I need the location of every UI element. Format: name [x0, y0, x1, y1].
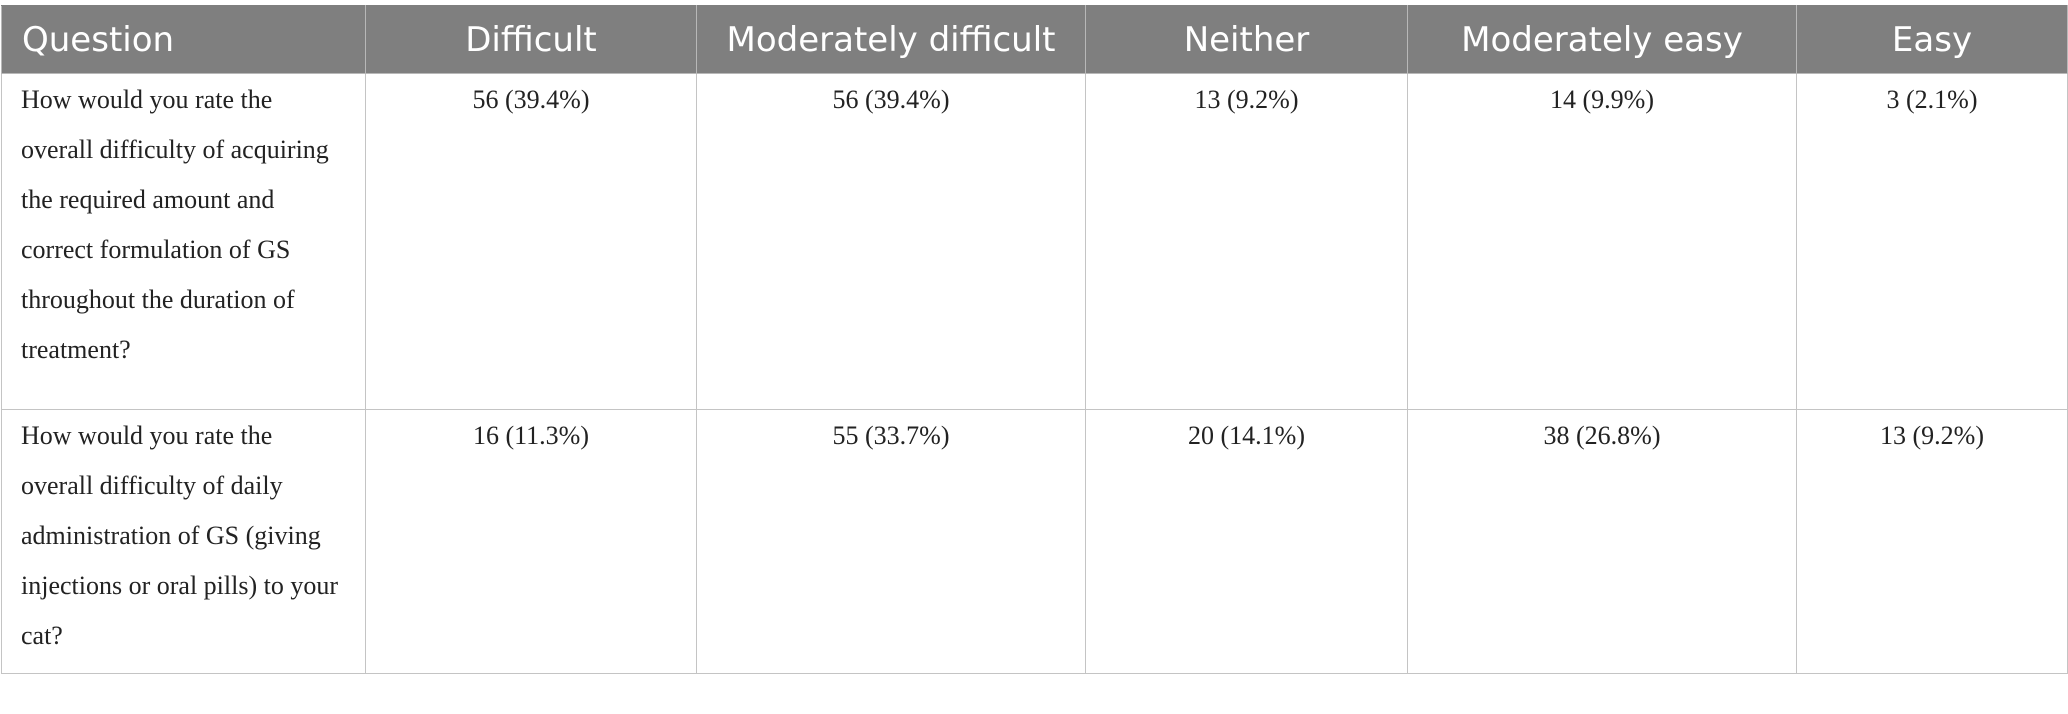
- header-moderately-difficult: Moderately difficult: [696, 5, 1086, 74]
- moderately-difficult-cell: 55 (33.7%): [696, 409, 1086, 674]
- table-row: How would you rate the overall difficult…: [1, 73, 2068, 410]
- difficult-value: 56 (39.4%): [472, 85, 590, 114]
- difficult-cell: 56 (39.4%): [365, 73, 697, 410]
- moderately-easy-value: 38 (26.8%): [1543, 421, 1661, 450]
- moderately-easy-cell: 38 (26.8%): [1407, 409, 1797, 674]
- moderately-easy-value: 14 (9.9%): [1550, 85, 1654, 114]
- table-row: How would you rate the overall difficult…: [1, 409, 2068, 674]
- header-easy: Easy: [1796, 5, 2068, 74]
- question-cell: How would you rate the overall difficult…: [1, 73, 366, 410]
- table-header-row: Question Difficult Moderately difficult …: [1, 5, 2068, 74]
- moderately-difficult-value: 55 (33.7%): [832, 421, 950, 450]
- easy-value: 13 (9.2%): [1880, 421, 1984, 450]
- easy-cell: 13 (9.2%): [1796, 409, 2068, 674]
- header-neither: Neither: [1085, 5, 1408, 74]
- moderately-easy-cell: 14 (9.9%): [1407, 73, 1797, 410]
- survey-results-table: Question Difficult Moderately difficult …: [1, 5, 2068, 674]
- neither-value: 20 (14.1%): [1188, 421, 1305, 450]
- question-cell: How would you rate the overall difficult…: [1, 409, 366, 674]
- question-text: How would you rate the overall difficult…: [21, 421, 339, 650]
- difficult-value: 16 (11.3%): [472, 421, 589, 450]
- easy-value: 3 (2.1%): [1886, 85, 1978, 114]
- easy-cell: 3 (2.1%): [1796, 73, 2068, 410]
- neither-value: 13 (9.2%): [1194, 85, 1299, 114]
- header-difficult: Difficult: [365, 5, 697, 74]
- moderately-difficult-value: 56 (39.4%): [832, 85, 950, 114]
- neither-cell: 20 (14.1%): [1085, 409, 1408, 674]
- question-text: How would you rate the overall difficult…: [21, 85, 329, 364]
- neither-cell: 13 (9.2%): [1085, 73, 1408, 410]
- header-moderately-easy: Moderately easy: [1407, 5, 1797, 74]
- difficult-cell: 16 (11.3%): [365, 409, 697, 674]
- header-question: Question: [1, 5, 366, 74]
- moderately-difficult-cell: 56 (39.4%): [696, 73, 1086, 410]
